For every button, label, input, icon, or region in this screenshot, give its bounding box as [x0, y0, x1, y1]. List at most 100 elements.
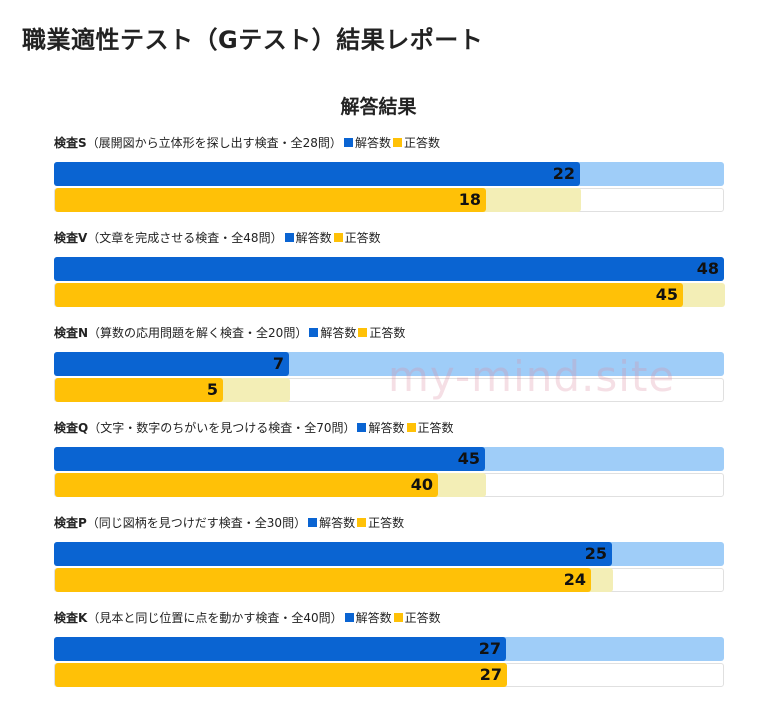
bar-pair: 27 27	[54, 637, 724, 687]
test-name: 検査P	[54, 516, 87, 530]
legend-correct: 正答数	[333, 231, 381, 245]
bar-pair: 48 45	[54, 257, 725, 307]
page-title: 職業適性テスト（Gテスト）結果レポート	[22, 26, 484, 54]
legend-correct-label: 正答数	[417, 421, 454, 435]
answered-value-label: 45	[457, 449, 480, 468]
test-label: 検査K（見本と同じ位置に点を動かす検査・全40問） 解答数 正答数	[54, 609, 724, 627]
legend-swatch-answered	[357, 423, 367, 432]
test-label: 検査S（展開図から立体形を探し出す検査・全28問） 解答数 正答数	[54, 134, 724, 152]
legend-answered: 解答数	[344, 611, 392, 625]
correct-bar	[55, 378, 223, 402]
legend-answered: 解答数	[357, 421, 405, 435]
correct-bar	[55, 568, 591, 592]
test-block: 検査P（同じ図柄を見つけだす検査・全30問） 解答数 正答数 25 24	[54, 514, 724, 592]
legend-swatch-answered	[344, 613, 354, 622]
correct-value-label: 18	[458, 190, 481, 209]
test-label: 検査P（同じ図柄を見つけだす検査・全30問） 解答数 正答数	[54, 514, 724, 532]
test-name: 検査S	[54, 136, 87, 150]
answered-bar	[54, 352, 289, 376]
legend-swatch-answered	[308, 518, 318, 527]
test-name: 検査V	[54, 231, 88, 245]
legend-swatch-answered	[309, 328, 319, 337]
legend-answered-label: 解答数	[368, 421, 405, 435]
test-label: 検査N（算数の応用問題を解く検査・全20問） 解答数 正答数	[54, 324, 724, 342]
test-block: 検査S（展開図から立体形を探し出す検査・全28問） 解答数 正答数 22 18	[54, 134, 724, 212]
answered-track: 48	[54, 257, 724, 281]
bar-pair: 25 24	[54, 542, 724, 592]
test-label: 検査Q（文字・数字のちがいを見つける検査・全70問） 解答数 正答数	[54, 419, 724, 437]
answered-value-label: 22	[552, 164, 575, 183]
legend-swatch-correct	[392, 138, 402, 147]
bar-pair: 45 40	[54, 447, 724, 497]
correct-value-label: 5	[206, 380, 218, 399]
legend-correct-label: 正答数	[369, 326, 406, 340]
correct-value-label: 45	[655, 285, 678, 304]
answered-track: 22	[54, 162, 724, 186]
correct-track: 27	[54, 663, 724, 687]
test-block: 検査V（文章を完成させる検査・全48問） 解答数 正答数 48 45	[54, 229, 725, 307]
legend-swatch-correct	[357, 518, 367, 527]
bar-pair: 22 18	[54, 162, 724, 212]
legend-swatch-correct	[333, 233, 343, 242]
correct-bar	[55, 473, 438, 497]
test-description: （同じ図柄を見つけだす検査・全30問）	[86, 516, 307, 530]
legend-answered: 解答数	[308, 516, 355, 530]
answered-bar	[54, 162, 580, 186]
legend-correct: 正答数	[358, 326, 405, 340]
legend-swatch-correct	[406, 423, 416, 432]
correct-track: 40	[54, 473, 724, 497]
legend-answered-label: 解答数	[320, 326, 357, 340]
legend-correct: 正答数	[357, 516, 404, 530]
legend-correct-label: 正答数	[344, 231, 381, 245]
answered-bar	[54, 637, 506, 661]
test-description: （展開図から立体形を探し出す検査・全28問）	[86, 136, 342, 150]
test-label: 検査V（文章を完成させる検査・全48問） 解答数 正答数	[54, 229, 724, 247]
test-block: 検査N（算数の応用問題を解く検査・全20問） 解答数 正答数 7 5	[54, 324, 724, 402]
legend-answered-label: 解答数	[295, 231, 332, 245]
legend-correct-label: 正答数	[404, 611, 441, 625]
correct-track: 18	[54, 188, 724, 212]
answered-track: 27	[54, 637, 724, 661]
correct-bar	[55, 188, 486, 212]
test-name: 検査N	[54, 326, 89, 340]
answered-value-label: 25	[584, 544, 607, 563]
legend-swatch-correct	[393, 613, 403, 622]
correct-track: 5	[54, 378, 724, 402]
answered-track: 25	[54, 542, 724, 566]
legend-answered: 解答数	[284, 231, 332, 245]
legend-correct-label: 正答数	[368, 516, 405, 530]
section-title: 解答結果	[340, 96, 417, 118]
test-block: 検査Q（文字・数字のちがいを見つける検査・全70問） 解答数 正答数 45 40	[54, 419, 724, 497]
test-description: （見本と同じ位置に点を動かす検査・全40問）	[87, 611, 343, 625]
test-description: （文章を完成させる検査・全48問）	[87, 231, 283, 245]
test-description: （算数の応用問題を解く検査・全20問）	[88, 326, 308, 340]
correct-value-label: 27	[479, 665, 502, 684]
legend-swatch-correct	[358, 328, 368, 337]
legend-answered-label: 解答数	[319, 516, 356, 530]
answered-bar	[54, 542, 612, 566]
test-block: 検査K（見本と同じ位置に点を動かす検査・全40問） 解答数 正答数 27 27	[54, 609, 724, 687]
legend-swatch-answered	[343, 138, 353, 147]
answered-track: 7	[54, 352, 724, 376]
correct-bar	[55, 283, 683, 307]
legend-correct: 正答数	[392, 136, 440, 150]
correct-bar	[55, 663, 507, 687]
test-description: （文字・数字のちがいを見つける検査・全70問）	[88, 421, 356, 435]
legend-correct-label: 正答数	[403, 136, 440, 150]
answered-value-label: 48	[696, 259, 719, 278]
correct-value-label: 40	[410, 475, 433, 494]
test-name: 検査K	[54, 611, 88, 625]
legend-answered-label: 解答数	[354, 136, 391, 150]
legend-correct: 正答数	[406, 421, 454, 435]
correct-track: 24	[54, 568, 724, 592]
answered-bar	[54, 257, 724, 281]
legend-swatch-answered	[284, 233, 294, 242]
answered-track: 45	[54, 447, 724, 471]
answered-value-label: 27	[478, 639, 501, 658]
answered-bar	[54, 447, 485, 471]
legend-answered: 解答数	[309, 326, 356, 340]
legend-answered: 解答数	[343, 136, 391, 150]
test-name: 検査Q	[54, 421, 89, 435]
answered-value-label: 7	[272, 354, 284, 373]
correct-track: 45	[54, 283, 725, 307]
